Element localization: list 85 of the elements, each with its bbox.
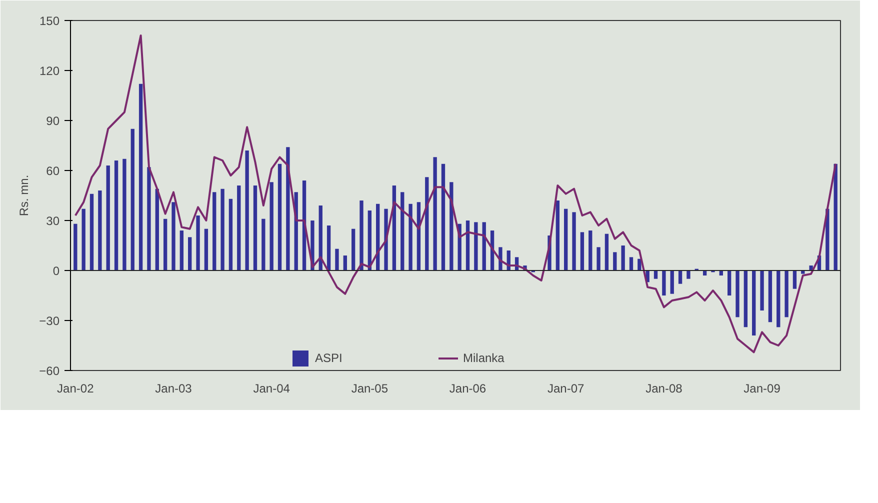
bar [326,226,331,270]
bar [278,164,282,270]
bar [596,247,600,270]
bar [686,270,690,279]
bar [736,270,740,318]
legend-label: Milanka [463,351,506,365]
bar [621,246,625,270]
bar [613,252,617,270]
line-series [74,34,837,354]
bar [253,186,258,270]
bar [604,234,609,270]
bar [784,270,788,318]
bar [556,200,560,270]
x-tick-label: Jan-08 [646,382,683,396]
x-tick-label: Jan-02 [57,382,94,396]
bar [654,270,658,279]
bar [130,128,134,270]
bar [245,150,249,270]
bar [343,256,347,270]
bar [441,164,446,270]
bar [172,202,176,270]
bar [122,158,126,270]
bar [826,208,830,270]
bar [768,270,772,322]
bar [138,84,143,270]
bar [408,204,412,270]
bar [400,192,404,270]
legend-label: ASPI [315,351,344,365]
bar [106,166,110,270]
bar [351,228,356,270]
bar [74,224,78,270]
bar [752,270,756,336]
bar [212,192,216,270]
bar [744,270,748,328]
bar [335,248,339,270]
x-tick-label: Jan-09 [744,382,781,396]
bar [114,160,118,270]
y-axis-title: Rs. mn. [17,174,32,216]
bar [163,218,168,270]
bar [588,230,592,270]
bar [220,188,224,270]
x-tick-label: Jan-07 [548,382,585,396]
bar [450,182,454,270]
x-tick-label: Jan-03 [155,382,192,396]
bar [286,147,290,270]
bar [98,190,102,270]
bar [629,257,634,270]
bar [180,230,184,270]
bar [580,232,584,270]
y-tick-label: 60 [46,164,60,178]
bar [474,222,478,270]
y-tick-label: 90 [46,114,60,128]
y-tick-label: −60 [39,364,60,378]
bar [270,182,274,270]
bar [188,237,192,270]
y-tick-label: 30 [46,214,60,228]
bar [466,220,470,270]
y-tick-label: 0 [52,264,60,278]
bar [155,188,159,270]
y-tick-label: 120 [39,64,60,78]
bar [82,208,86,270]
bar [564,208,568,270]
bar [776,270,780,328]
bar [237,186,241,270]
x-tick-label: Jan-04 [253,382,290,396]
bar [204,228,208,270]
bar [228,198,233,270]
x-tick-label: Jan-05 [351,382,388,396]
bar [834,164,838,270]
bar [678,270,682,284]
bar [90,194,94,270]
x-tick-label: Jan-06 [449,382,486,396]
y-tick-label: 150 [39,14,60,28]
bar [360,200,364,270]
bar [662,270,666,296]
bar [727,270,732,296]
bar [433,157,437,270]
bar [196,216,200,270]
bar [262,218,266,270]
bar [147,167,151,270]
bar [792,270,797,289]
bar [760,270,764,310]
bar [572,212,576,270]
y-tick-label: −30 [39,314,60,328]
bar [670,270,674,294]
